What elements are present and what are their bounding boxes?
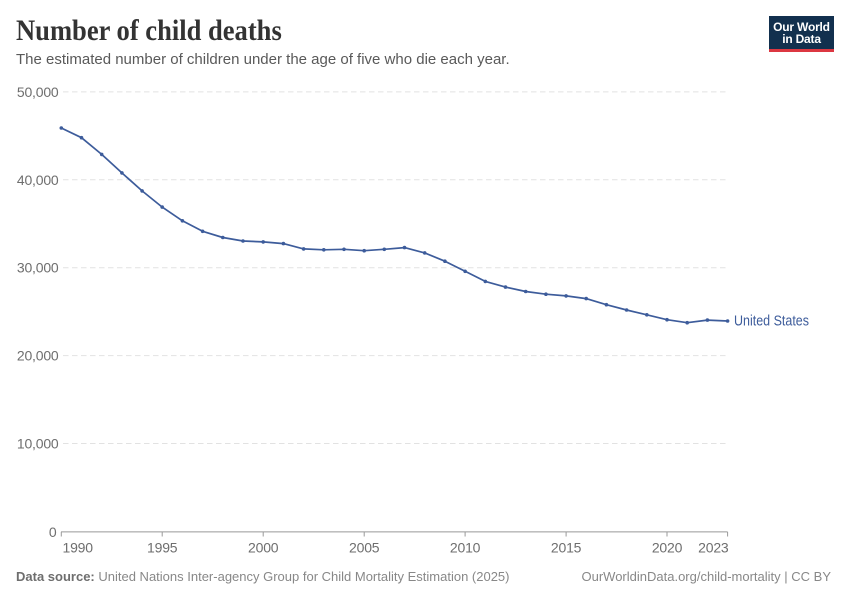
svg-text:2010: 2010 — [450, 540, 481, 556]
svg-text:1990: 1990 — [63, 540, 94, 556]
svg-text:2015: 2015 — [551, 540, 582, 556]
svg-text:2000: 2000 — [248, 540, 279, 556]
svg-text:2023: 2023 — [698, 540, 729, 556]
svg-text:50,000: 50,000 — [17, 84, 59, 100]
svg-text:1995: 1995 — [147, 540, 178, 556]
svg-text:20,000: 20,000 — [17, 348, 59, 364]
svg-text:10,000: 10,000 — [17, 436, 59, 452]
svg-text:30,000: 30,000 — [17, 260, 59, 276]
svg-text:United States: United States — [734, 314, 809, 330]
svg-text:0: 0 — [49, 524, 57, 540]
svg-text:40,000: 40,000 — [17, 172, 59, 188]
svg-text:2005: 2005 — [349, 540, 380, 556]
svg-text:2020: 2020 — [652, 540, 683, 556]
